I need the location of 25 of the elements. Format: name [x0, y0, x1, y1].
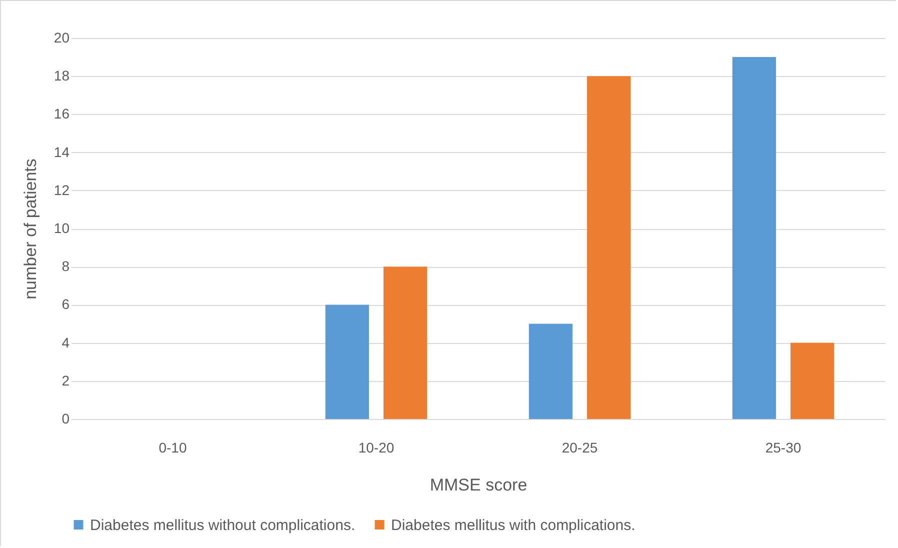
- bar: [325, 304, 369, 419]
- y-tick-label: 12: [54, 182, 70, 198]
- y-tick-label: 14: [54, 144, 70, 160]
- y-tick-label: 18: [54, 68, 70, 84]
- bar: [384, 266, 428, 419]
- y-tick-label: 16: [54, 106, 70, 122]
- x-axis-title: MMSE score: [430, 476, 528, 494]
- y-axis-title: number of patients: [20, 158, 40, 300]
- x-tick-label: 25-30: [765, 440, 802, 456]
- legend-label: Diabetes mellitus without complications.: [90, 516, 356, 534]
- x-tick-label: 10-20: [358, 440, 394, 456]
- bar: [790, 342, 834, 419]
- x-tick-label: 0-10: [158, 440, 187, 456]
- y-tick-label: 2: [62, 372, 70, 388]
- y-tick-label: 6: [62, 296, 70, 312]
- y-tick-label: 8: [62, 258, 70, 274]
- y-tick-label: 4: [62, 334, 70, 350]
- y-tick-label: 0: [62, 410, 70, 426]
- x-tick-label: 20-25: [562, 440, 598, 456]
- legend-label: Diabetes mellitus with complications.: [391, 516, 636, 534]
- y-tick-label: 20: [54, 30, 70, 46]
- y-tick-label: 10: [54, 220, 70, 236]
- bar: [587, 76, 631, 419]
- bar: [732, 57, 776, 419]
- bar: [528, 324, 572, 419]
